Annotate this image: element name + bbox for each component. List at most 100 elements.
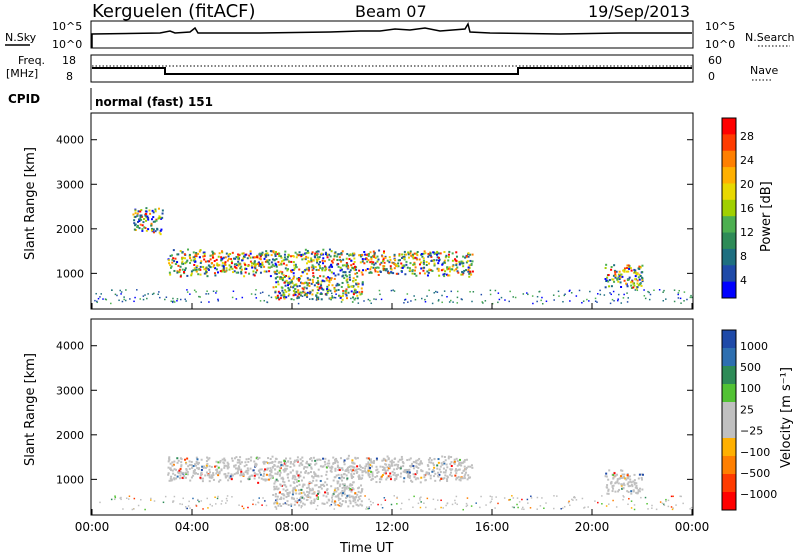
range-gate-cell (446, 268, 449, 271)
range-gate-cell (444, 256, 447, 259)
range-gate-cell (173, 478, 176, 481)
range-gate-cell (287, 494, 290, 497)
range-gate-cell (614, 490, 617, 493)
range-gate-cell (450, 290, 453, 293)
range-gate-cell (613, 300, 615, 302)
range-gate-cell (215, 290, 218, 292)
range-gate-cell (359, 261, 362, 264)
range-gate-cell (461, 298, 463, 301)
range-gate-cell (195, 255, 198, 258)
range-gate-cell (414, 478, 417, 481)
range-gate-cell (255, 271, 258, 274)
range-gate-cell (182, 262, 185, 265)
range-gate-cell (343, 493, 346, 496)
range-gate-cell (305, 495, 308, 497)
range-gate-cell (516, 497, 519, 499)
range-gate-cell (261, 291, 264, 294)
range-gate-cell (167, 460, 170, 463)
range-gate-cell (297, 296, 300, 299)
range-gate-cell (517, 506, 519, 509)
range-gate-cell (391, 459, 394, 462)
nsky-series-line (91, 22, 692, 48)
range-gate-cell (148, 209, 151, 212)
range-gate-cell (308, 481, 311, 484)
range-gate-cell (618, 477, 621, 480)
range-gate-cell (290, 269, 293, 272)
range-gate-cell (628, 267, 631, 270)
range-gate-cell (428, 289, 430, 292)
range-gate-cell (323, 485, 326, 488)
range-gate-cell (325, 489, 328, 492)
range-gate-cell (275, 297, 278, 300)
range-gate-cell (339, 259, 342, 262)
range-gate-cell (172, 257, 175, 260)
range-gate-cell (179, 467, 182, 470)
range-gate-cell (450, 464, 453, 467)
range-gate-cell (327, 465, 330, 468)
range-gate-cell (345, 496, 348, 499)
range-gate-cell (196, 473, 199, 476)
colorbar-segment (722, 474, 736, 493)
range-gate-cell (182, 497, 184, 500)
range-gate-cell (620, 469, 623, 472)
range-gate-cell (189, 257, 192, 260)
range-gate-cell (310, 457, 313, 460)
range-gate-cell (456, 476, 459, 479)
range-gate-cell (599, 289, 601, 292)
range-gate-cell (314, 266, 317, 269)
range-gate-cell (294, 288, 297, 291)
range-gate-cell (322, 494, 325, 497)
range-gate-cell (358, 498, 361, 501)
range-gate-cell (469, 259, 472, 262)
range-gate-cell (378, 481, 381, 484)
range-gate-cell (637, 477, 640, 480)
range-gate-cell (323, 280, 326, 283)
range-gate-cell (324, 457, 327, 460)
range-gate-cell (326, 462, 329, 465)
range-gate-cell (118, 299, 120, 302)
range-gate-cell (208, 260, 211, 263)
range-gate-cell (313, 255, 316, 258)
range-gate-cell (581, 497, 584, 500)
range-gate-cell (188, 463, 191, 466)
range-gate-cell (290, 298, 293, 301)
range-gate-cell (497, 502, 499, 505)
range-gate-cell (429, 477, 432, 480)
range-gate-cell (408, 468, 411, 471)
range-gate-cell (408, 256, 411, 259)
range-gate-cell (315, 268, 318, 271)
range-gate-cell (300, 492, 303, 495)
range-gate-cell (489, 495, 492, 498)
range-gate-cell (648, 291, 650, 294)
range-gate-cell (312, 259, 315, 262)
range-gate-cell (467, 269, 470, 272)
freq-label-line2: [MHz] (6, 67, 38, 80)
range-gate-cell (410, 479, 413, 482)
range-gate-cell (294, 291, 297, 293)
range-gate-cell (208, 465, 211, 468)
range-gate-cell (295, 478, 298, 481)
range-gate-cell (276, 502, 279, 505)
range-gate-cell (297, 474, 300, 477)
range-gate-cell (230, 260, 233, 263)
range-gate-cell (244, 271, 247, 274)
range-gate-cell (446, 502, 449, 505)
range-gate-cell (335, 459, 338, 462)
range-gate-cell (308, 482, 311, 485)
range-gate-cell (430, 459, 433, 462)
range-gate-cell (357, 490, 360, 493)
range-gate-cell (467, 266, 470, 269)
range-gate-cell (193, 256, 196, 259)
range-gate-cell (428, 262, 431, 265)
range-gate-cell (663, 289, 665, 292)
range-gate-cell (489, 293, 492, 296)
range-gate-cell (349, 468, 352, 471)
range-gate-cell (268, 478, 271, 481)
range-gate-cell (328, 265, 331, 268)
range-gate-cell (144, 508, 146, 511)
range-gate-cell (690, 506, 693, 509)
range-gate-cell (346, 297, 349, 300)
range-gate-cell (199, 296, 201, 298)
range-gate-cell (286, 255, 289, 258)
